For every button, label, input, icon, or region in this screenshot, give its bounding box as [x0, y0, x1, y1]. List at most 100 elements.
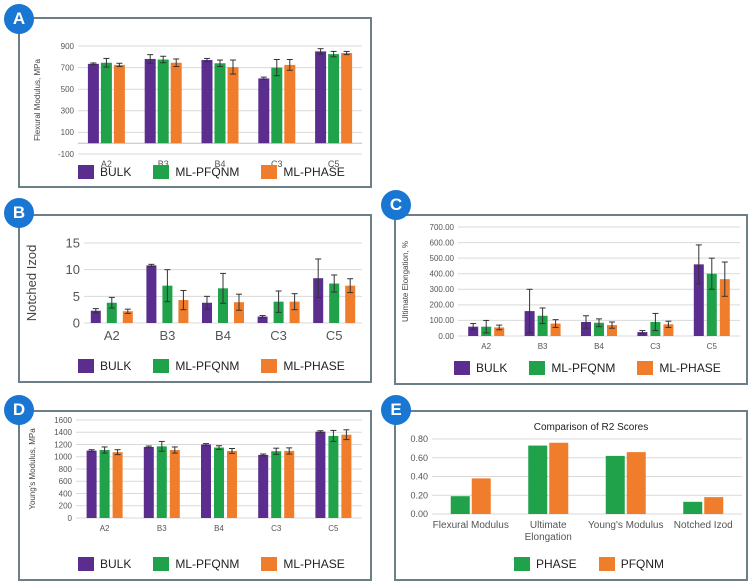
legend-item-bulk: BULK — [454, 361, 507, 375]
panel-d: 1600 1400 1200 1000 800 600 400 200 0 Young's Mod… — [18, 410, 372, 581]
y-tick-label: 1400 — [54, 428, 72, 437]
bar-ml-phase-b3 — [170, 62, 182, 144]
y-tick-label: 500.00 — [430, 254, 455, 263]
panel-a-badge: A — [4, 4, 34, 34]
legend-swatch-bulk — [78, 557, 94, 571]
bar-bulk-c5 — [313, 278, 324, 323]
bar-ml-phase-a2 — [112, 452, 123, 518]
x-tick-label: Elongation — [525, 532, 572, 543]
y-tick-label: 800 — [59, 465, 73, 474]
bar-ml-phase-c3 — [284, 64, 296, 144]
legend-swatch-pfqnm — [153, 557, 170, 571]
y-tick-label: 0 — [73, 316, 80, 331]
x-tick-label: B3 — [157, 524, 167, 533]
legend-c: BULK ML-PFQNM ML-PHASE — [454, 361, 721, 375]
legend-item-pfqnm2: PFQNM — [598, 557, 665, 571]
bar-ml-pfqnm-c5 — [328, 435, 339, 518]
legend-swatch-phase — [261, 557, 278, 571]
bar-ml-phase-c5 — [345, 285, 356, 323]
bar-ml-pfqnm-b4 — [214, 63, 226, 144]
x-tick-label: B4 — [214, 159, 225, 169]
x-tick-label: C5 — [328, 524, 339, 533]
bar-pfqnm-young-s-modulus — [626, 452, 646, 514]
legend-item-bulk: BULK — [78, 359, 131, 373]
bar-phase-young-s-modulus — [605, 455, 625, 514]
legend-item-pfqnm: ML-PFQNM — [153, 165, 239, 179]
legend-item-bulk: BULK — [78, 557, 131, 571]
y-tick-label: 0.20 — [410, 490, 428, 500]
y-axis-label: Flexural Modulus, MPa — [33, 59, 42, 141]
bar-ml-phase-c5 — [719, 279, 730, 336]
notched-izod-chart: 15 10 5 0 Notched Izod A2 B3 B4 C3 C5 — [24, 236, 362, 343]
y-tick-label: 1200 — [54, 440, 72, 449]
y-tick-label: 300 — [61, 107, 75, 116]
legend-item-phase: ML-PHASE — [637, 361, 721, 375]
y-tick-label: -100 — [58, 150, 75, 159]
bar-ml-pfqnm-c5 — [329, 283, 340, 323]
bar-ml-phase-b4 — [234, 302, 244, 323]
bar-ml-phase-c5 — [341, 53, 353, 144]
y-tick-label: 0.80 — [410, 434, 428, 444]
y-axis-label: Notched Izod — [24, 245, 39, 322]
y-tick-label: 600.00 — [430, 238, 455, 247]
bar-ml-phase-b4 — [227, 450, 237, 518]
x-tick-label: B3 — [538, 342, 548, 351]
bar-ml-phase-c3 — [663, 324, 674, 336]
y-tick-label: 100 — [61, 128, 75, 137]
legend-label-pfqnm: ML-PFQNM — [175, 165, 240, 179]
legend-label-bulk: BULK — [476, 361, 508, 375]
legend-item-pfqnm: ML-PFQNM — [153, 557, 239, 571]
x-tick-label: Ultimate — [530, 520, 567, 531]
legend-d: BULK ML-PFQNM ML-PHASE — [78, 557, 345, 571]
bar-bulk-b3 — [144, 58, 156, 144]
ultimate-elongation-chart: 700.00 600.00 500.00 400.00 300.00 200.00 100.… — [401, 223, 740, 351]
bar-ml-phase-b3 — [178, 300, 189, 323]
bar-bulk-c5 — [693, 264, 704, 336]
y-tick-label: 700 — [61, 63, 75, 72]
bar-bulk-b4 — [201, 444, 211, 518]
bar-bulk-c5 — [315, 51, 327, 144]
panel-e-badge: E — [381, 395, 411, 425]
bar-ml-pfqnm-a2 — [99, 450, 110, 518]
chart-title: Comparison of R2 Scores — [534, 422, 649, 433]
bar-ml-phase-a2 — [113, 64, 125, 144]
y-tick-label: 700.00 — [430, 223, 455, 232]
x-tick-label: B4 — [215, 328, 231, 343]
y-axis-label: Young's Modulus, MPa — [28, 428, 37, 510]
legend-label-pfqnm2: PFQNM — [620, 557, 665, 571]
y-tick-label: 5 — [73, 289, 80, 304]
legend-label-phase: ML-PHASE — [283, 557, 345, 571]
x-tick-label: C3 — [271, 524, 282, 533]
legend-item-pfqnm: ML-PFQNM — [153, 359, 239, 373]
bar-ml-pfqnm-b3 — [156, 446, 167, 518]
legend-swatch-bulk — [78, 359, 94, 373]
legend-swatch-pfqnm — [153, 165, 170, 179]
bar-ml-phase-c5 — [341, 434, 352, 518]
bar-ml-pfqnm-b3 — [162, 285, 173, 323]
legend-swatch-phase2 — [514, 557, 530, 571]
y-tick-label: 1600 — [54, 416, 72, 425]
bar-ml-phase-c3 — [289, 301, 300, 323]
x-tick-label: C3 — [271, 159, 283, 169]
y-tick-label: 0.00 — [438, 332, 454, 341]
bar-bulk-c3 — [258, 454, 269, 518]
bar-bulk-c3 — [258, 78, 270, 144]
bar-bulk-b4 — [202, 302, 212, 323]
y-tick-label: 200 — [59, 502, 73, 511]
bar-ml-pfqnm-b3 — [157, 59, 169, 144]
bar-phase-notched-izod — [683, 501, 703, 514]
bar-bulk-c3 — [257, 316, 268, 323]
legend-label-bulk: BULK — [100, 557, 132, 571]
y-tick-label: 200.00 — [430, 301, 455, 310]
legend-label-pfqnm: ML-PFQNM — [175, 359, 240, 373]
y-tick-label: 500 — [61, 85, 75, 94]
panel-a: 900 700 500 300 100 -100 Flexural Modulus, MPa… — [18, 17, 372, 188]
legend-label-bulk: BULK — [100, 359, 132, 373]
x-tick-label: A2 — [100, 524, 110, 533]
bar-phase-ultimate-elongation — [528, 445, 548, 514]
legend-item-phase2: PHASE — [514, 557, 577, 571]
bar-bulk-c5 — [315, 431, 326, 518]
legend-swatch-phase — [637, 361, 654, 375]
bar-ml-pfqnm-a2 — [106, 302, 117, 323]
bar-ml-pfqnm-b4 — [594, 322, 604, 336]
